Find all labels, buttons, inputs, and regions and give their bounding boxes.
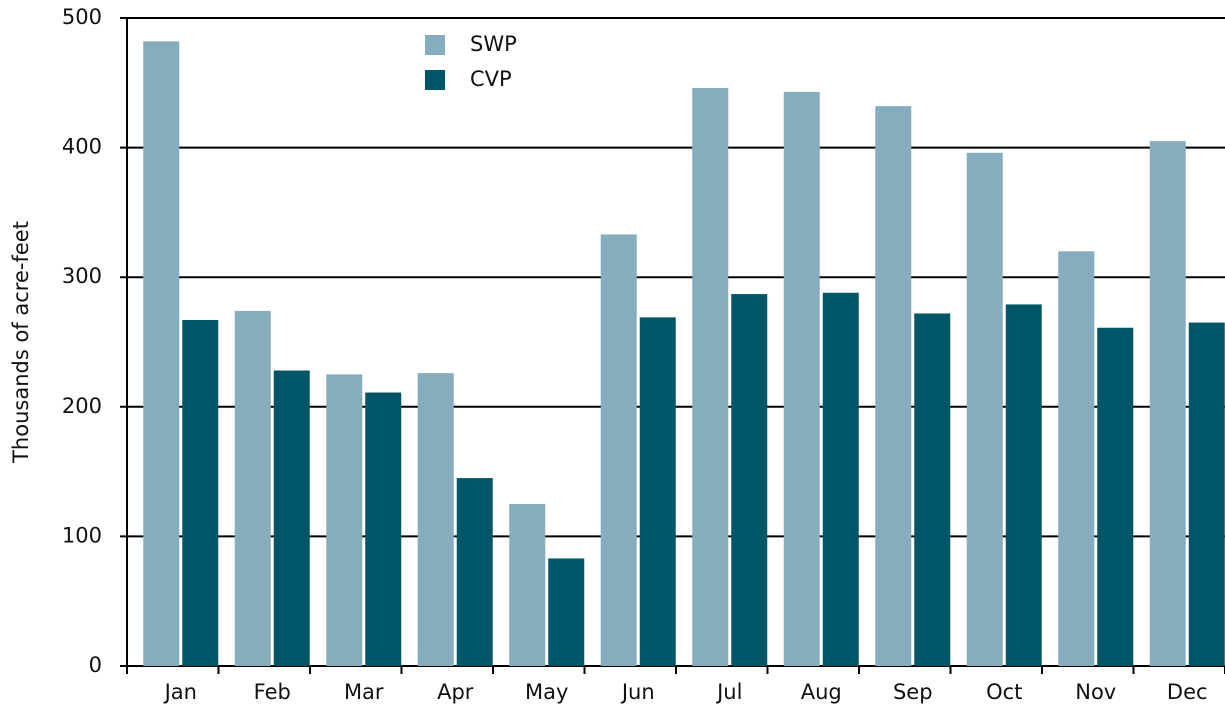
y-tick-label: 300 xyxy=(62,264,102,288)
bar xyxy=(273,370,310,666)
legend-label: SWP xyxy=(470,32,517,56)
bar xyxy=(143,41,180,666)
bar xyxy=(1097,327,1134,666)
bar xyxy=(966,152,1003,666)
bar xyxy=(1188,322,1225,666)
legend-label: CVP xyxy=(470,67,512,91)
x-tick-label: Feb xyxy=(254,680,291,704)
bar xyxy=(365,392,402,666)
bar xyxy=(1149,141,1186,666)
bar xyxy=(600,234,637,666)
x-tick-label: Dec xyxy=(1167,680,1208,704)
bar xyxy=(417,373,454,666)
bar xyxy=(548,558,585,666)
y-tick-label: 500 xyxy=(62,5,102,29)
bar xyxy=(456,478,493,666)
bar xyxy=(182,319,219,666)
y-tick-label: 0 xyxy=(89,653,102,677)
x-tick-label: Jun xyxy=(620,680,655,704)
y-axis-label: Thousands of acre-feet xyxy=(9,221,33,464)
x-tick-label: Jul xyxy=(715,680,742,704)
bar xyxy=(822,292,859,666)
bar xyxy=(914,313,951,666)
y-tick-label: 400 xyxy=(62,135,102,159)
bar xyxy=(731,294,768,666)
bar xyxy=(692,87,729,666)
x-tick-label: Nov xyxy=(1075,680,1116,704)
x-tick-label: Apr xyxy=(437,680,474,704)
x-tick-label: Sep xyxy=(893,680,933,704)
x-tick-label: Aug xyxy=(801,680,842,704)
bar xyxy=(639,317,676,666)
bar xyxy=(1058,251,1095,666)
y-tick-label: 100 xyxy=(62,523,102,547)
bar xyxy=(875,106,912,667)
x-tick-label: Oct xyxy=(986,680,1022,704)
x-tick-label: Jan xyxy=(163,680,197,704)
legend-swatch xyxy=(425,35,445,55)
bar xyxy=(1005,304,1042,666)
y-tick-label: 200 xyxy=(62,394,102,418)
x-tick-label: Mar xyxy=(344,680,384,704)
bar xyxy=(509,504,546,666)
bar xyxy=(234,310,271,666)
x-tick-label: May xyxy=(525,680,568,704)
bar xyxy=(783,91,820,666)
bar xyxy=(326,374,363,666)
legend-swatch xyxy=(425,70,445,90)
